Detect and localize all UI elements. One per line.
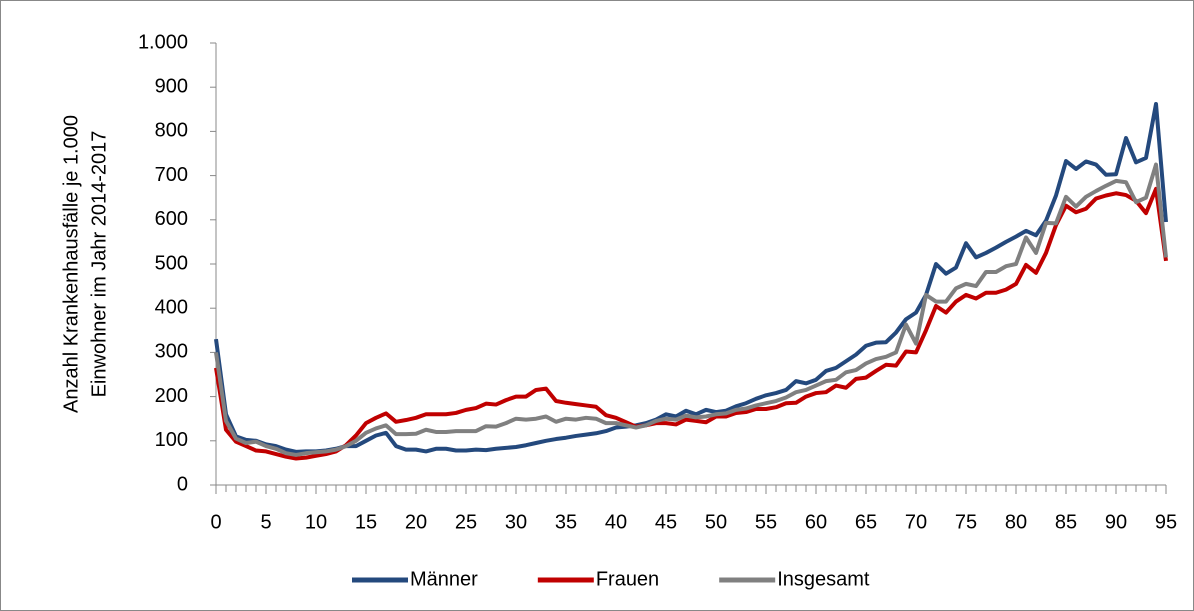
legend-label: Männer [410,568,478,590]
x-tick-label: 65 [855,511,877,533]
x-tick-label: 90 [1105,511,1127,533]
x-tick-label: 60 [805,511,827,533]
y-axis-label: Anzahl Krankenhausfälle je 1.000 [60,115,82,413]
x-tick-label: 35 [555,511,577,533]
series-line [214,162,1168,457]
y-tick-label: 100 [155,429,188,451]
y-tick-label: 0 [177,473,188,495]
x-tick-label: 55 [755,511,777,533]
x-tick-label: 30 [505,511,527,533]
y-axis-label-line: Anzahl Krankenhausfälle je 1.000 [60,115,82,413]
y-tick-label: 900 [155,75,188,97]
y-axis-label: Einwohner im Jahr 2014-2017 [88,131,110,398]
x-tick-label: 20 [405,511,427,533]
y-tick-label: 700 [155,164,188,186]
x-tick-label: 75 [955,511,977,533]
legend-label: Insgesamt [777,568,870,590]
x-tick-label: 95 [1155,511,1177,533]
x-tick-label: 80 [1005,511,1027,533]
y-tick-label: 300 [155,341,188,363]
x-tick-label: 10 [305,511,327,533]
y-tick-label: 600 [155,208,188,230]
x-tick-label: 5 [260,511,271,533]
x-tick-label: 50 [705,511,727,533]
x-tick-label: 0 [210,511,221,533]
y-tick-label: 800 [155,120,188,142]
y-tick-label: 500 [155,252,188,274]
series-line [214,186,1168,461]
x-tick-label: 25 [455,511,477,533]
y-axis-label-line: Einwohner im Jahr 2014-2017 [88,131,110,398]
series-line [214,101,1168,454]
y-tick-label: 1.000 [138,31,188,53]
x-tick-label: 15 [355,511,377,533]
legend-label: Frauen [596,568,659,590]
x-tick-label: 85 [1055,511,1077,533]
x-tick-label: 40 [605,511,627,533]
y-tick-label: 200 [155,385,188,407]
x-tick-label: 70 [905,511,927,533]
x-tick-label: 45 [655,511,677,533]
y-tick-label: 400 [155,296,188,318]
